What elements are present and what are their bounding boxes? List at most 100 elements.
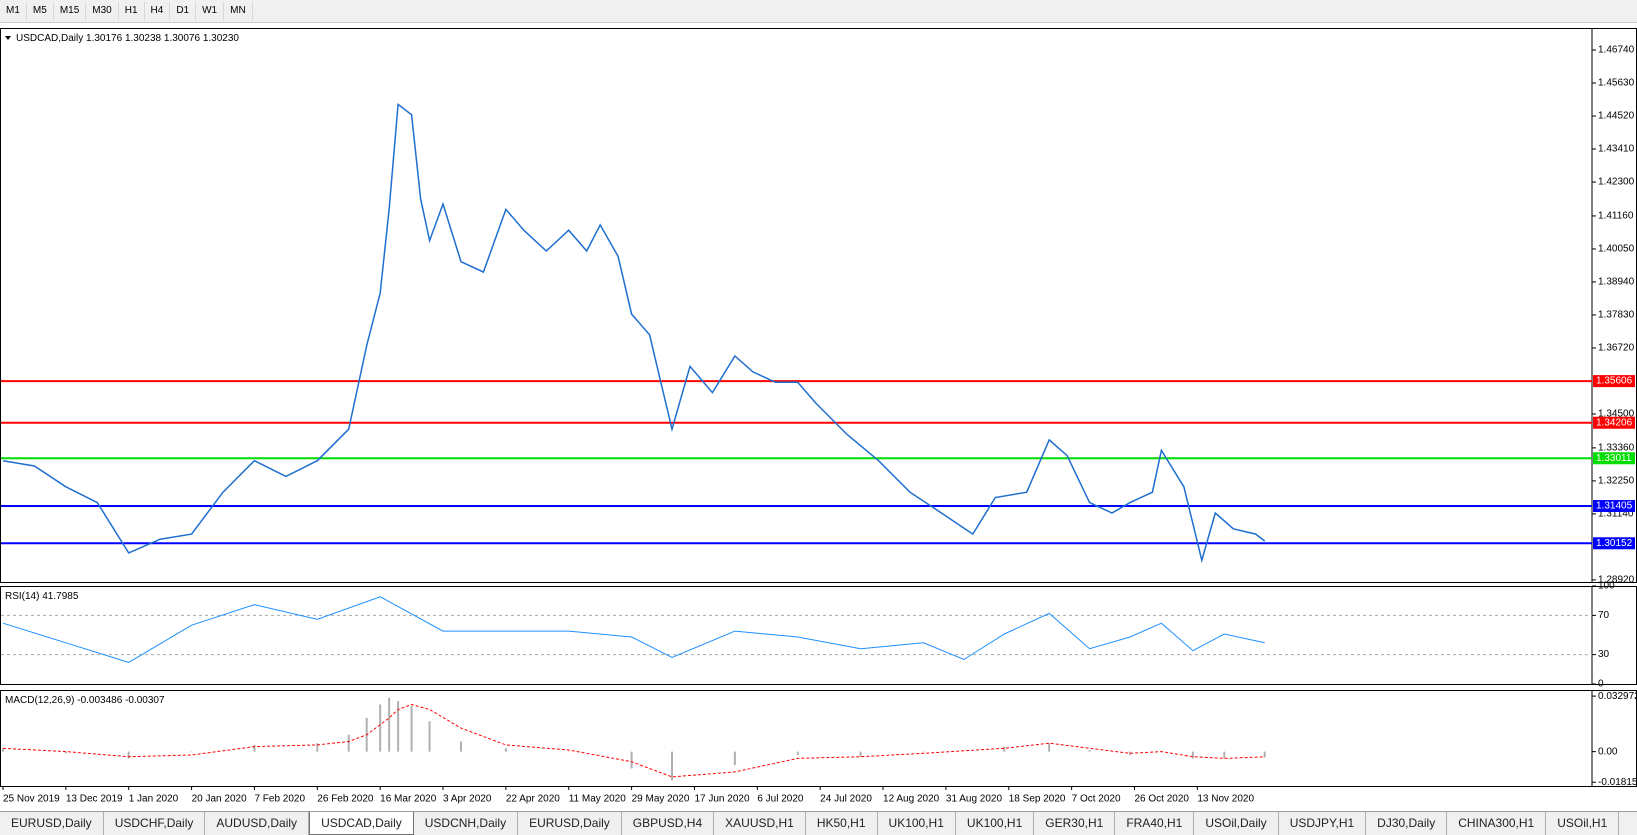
chart-tab[interactable]: DJ30,Daily — [1366, 812, 1448, 835]
histogram-bar — [190, 751, 193, 753]
histogram-bar — [671, 751, 674, 781]
level-label: 1.35606 — [1596, 376, 1633, 387]
histogram-bar — [388, 697, 391, 752]
chart-tab[interactable]: EURUSD,Daily — [0, 812, 104, 835]
y-tick-label: 1.40050 — [1598, 244, 1635, 255]
x-tick-label: 26 Oct 2020 — [1134, 794, 1189, 805]
histogram-bar — [504, 748, 507, 752]
signal-line — [2, 703, 1265, 778]
chart-tab[interactable]: CHINA300,H1 — [1447, 812, 1547, 835]
panel-header: MACD(12,26,9) -0.003486 -0.00307 — [5, 695, 165, 706]
level-label-box — [1593, 500, 1635, 513]
chart-tab[interactable]: USDCHF,Daily — [104, 812, 206, 835]
x-tick-label: 26 Feb 2020 — [317, 794, 374, 805]
x-tick-label: 11 May 2020 — [569, 794, 627, 805]
y-tick-label: 70 — [1598, 610, 1610, 621]
histogram-bar — [1048, 743, 1051, 752]
histogram-bar — [397, 701, 400, 752]
chart-tab[interactable]: AUDUSD,Daily — [205, 812, 310, 835]
y-tick-label: 1.38940 — [1598, 277, 1635, 288]
timeframe-button[interactable]: W1 — [196, 2, 225, 20]
dropdown-arrow — [5, 36, 11, 40]
histogram-bar — [253, 744, 256, 752]
histogram-bar — [1223, 751, 1226, 759]
chart-tab[interactable]: GBPUSD,H4 — [622, 812, 715, 835]
chart-tab[interactable]: HK50,H1 — [806, 812, 878, 835]
histogram-bar — [316, 743, 319, 752]
histogram-bar — [733, 751, 736, 766]
level-label-box — [1593, 537, 1635, 550]
timeframe-button[interactable]: M5 — [27, 2, 54, 20]
timeframe-button[interactable]: MN — [224, 2, 253, 20]
histogram-bar — [428, 721, 431, 752]
x-tick-label: 29 May 2020 — [632, 794, 690, 805]
header-value: MACD(12,26,9) — [5, 695, 74, 706]
histogram-bar — [1088, 749, 1091, 752]
x-tick-label: 3 Apr 2020 — [443, 794, 492, 805]
level-label-box — [1593, 452, 1635, 465]
toolbar: M1 M5 M15 M30 H1 H4 D1 W1 MN — [0, 0, 1637, 23]
level-label-box — [1593, 375, 1635, 388]
x-tick-label: 13 Nov 2020 — [1197, 794, 1254, 805]
chart-window: 1.46740 1.45630 1.44520 1.43410 1.42300 1.411… — [0, 28, 1637, 805]
chart-tab[interactable]: FRA40,H1 — [1115, 812, 1195, 835]
timeframe-button[interactable]: M15 — [54, 2, 87, 20]
header-value: 1.30176 — [86, 33, 123, 44]
y-tick-label: 1.33360 — [1598, 443, 1635, 454]
y-tick-label: 100 — [1598, 581, 1615, 592]
chart-tab[interactable]: USOil,Daily — [1194, 812, 1279, 835]
chart-tab[interactable]: EURUSD,Daily — [518, 812, 622, 835]
y-tick-label: 0.00 — [1598, 746, 1618, 757]
chart-tab[interactable]: UK100,H1 — [956, 812, 1035, 835]
chart-tab[interactable]: USDJPY,H1 — [1279, 812, 1367, 835]
chart-tab[interactable]: USDCAD,Daily — [309, 812, 414, 835]
histogram-bar — [796, 751, 799, 756]
timeframe-button[interactable]: M30 — [86, 2, 119, 20]
x-tick-label: 18 Sep 2020 — [1009, 794, 1066, 805]
y-tick-label: 1.41160 — [1598, 211, 1634, 222]
histogram-bar — [2, 748, 4, 752]
header-value: 1.30076 — [164, 33, 201, 44]
chart-tab[interactable]: UK100,H1 — [878, 812, 956, 835]
x-tick-label: 16 Mar 2020 — [380, 794, 437, 805]
histogram-bar — [1191, 751, 1194, 759]
y-tick-label: 1.31140 — [1598, 509, 1634, 520]
rsi-line — [2, 596, 1265, 663]
chart-tab[interactable]: GER30,H1 — [1034, 812, 1116, 835]
y-tick-label: -0.018154 — [1598, 777, 1637, 788]
x-tick-label: 25 Nov 2019 — [3, 794, 60, 805]
histogram-bar — [127, 751, 130, 759]
panel-frame — [0, 28, 1637, 583]
header-value: -0.003486 — [77, 695, 122, 706]
chart-tab[interactable]: USDCNH,Daily — [414, 812, 519, 835]
panel-header: USDCAD,Daily 1.30176 1.30238 1.30076 1.3… — [16, 33, 239, 44]
timeframe-button[interactable]: D1 — [170, 2, 197, 20]
y-tick-label: 1.43410 — [1598, 144, 1635, 155]
histogram-bar — [1003, 746, 1006, 752]
tab-bar: EURUSD,Daily USDCHF,Daily AUDUSD,Daily USDC… — [0, 811, 1637, 835]
x-tick-label: 6 Jul 2020 — [757, 794, 804, 805]
header-value: 1.30230 — [203, 33, 240, 44]
histogram-bar — [64, 751, 67, 754]
chart-tab[interactable]: USOil,H1 — [1546, 812, 1620, 835]
histogram-bar — [567, 751, 570, 753]
panel-frame — [0, 586, 1637, 685]
y-tick-label: 0 — [1598, 679, 1604, 690]
histogram-bar — [410, 706, 413, 752]
level-label: 1.31405 — [1596, 501, 1633, 512]
header-value: USDCAD,Daily — [16, 33, 83, 44]
y-tick-label: 1.44520 — [1598, 111, 1635, 122]
timeframe-button[interactable]: H4 — [145, 2, 171, 20]
y-tick-label: 1.42300 — [1598, 177, 1635, 188]
panel-header: RSI(14) 41.7985 — [5, 591, 79, 602]
chart-tab[interactable]: XAUUSD,H1 — [714, 812, 806, 835]
x-tick-label: 20 Jan 2020 — [192, 794, 247, 805]
y-tick-label: 1.46740 — [1598, 45, 1635, 56]
histogram-bar — [859, 751, 862, 757]
timeframe-button[interactable]: H1 — [119, 2, 145, 20]
histogram-bar — [347, 734, 350, 752]
timeframe-button[interactable]: M1 — [0, 2, 27, 20]
y-tick-label: 1.34500 — [1598, 409, 1635, 420]
panel-frame — [0, 690, 1637, 787]
x-tick-label: 24 Jul 2020 — [820, 794, 872, 805]
